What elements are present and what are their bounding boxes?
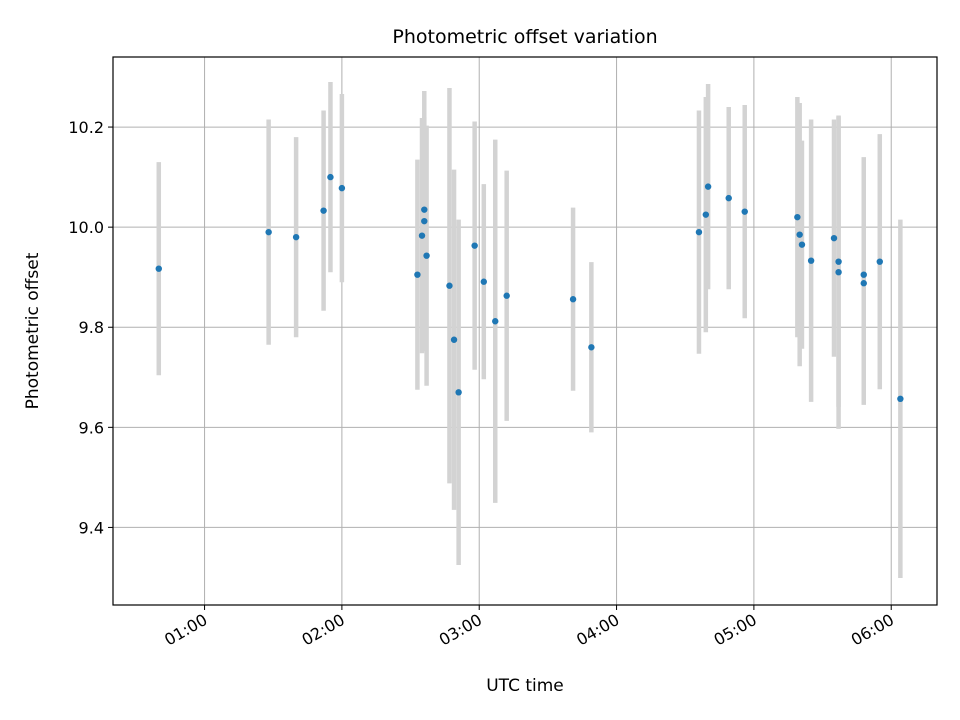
chart-title: Photometric offset variation bbox=[392, 26, 657, 48]
data-point bbox=[807, 257, 815, 264]
data-point bbox=[830, 234, 838, 242]
y-tick-label: 10.2 bbox=[68, 118, 104, 137]
data-point bbox=[503, 292, 510, 299]
data-point bbox=[446, 282, 453, 289]
data-point bbox=[480, 278, 487, 285]
data-point bbox=[835, 258, 842, 265]
data-point bbox=[492, 318, 499, 325]
data-point bbox=[455, 389, 462, 396]
data-point bbox=[421, 206, 428, 213]
data-point bbox=[794, 213, 801, 221]
data-point bbox=[796, 231, 803, 238]
data-point bbox=[320, 207, 327, 214]
data-point bbox=[725, 194, 732, 202]
y-tick-label: 9.8 bbox=[79, 318, 104, 337]
data-point bbox=[265, 228, 272, 236]
data-point bbox=[860, 271, 867, 278]
plot-frame bbox=[112, 56, 938, 606]
y-tick-label: 10.0 bbox=[68, 218, 104, 237]
data-point bbox=[450, 336, 458, 343]
data-point bbox=[741, 208, 748, 215]
data-point bbox=[876, 258, 883, 265]
data-points bbox=[155, 173, 904, 403]
data-point bbox=[702, 211, 710, 218]
data-point bbox=[327, 173, 334, 181]
y-axis-ticks: 9.4 9.6 9.8 10.0 10.2 bbox=[68, 118, 113, 537]
data-point bbox=[897, 395, 904, 403]
x-axis-label: UTC time bbox=[486, 676, 564, 696]
data-point bbox=[338, 184, 346, 192]
data-point bbox=[588, 344, 595, 351]
y-axis-label: Photometric offset bbox=[23, 252, 43, 409]
data-point bbox=[414, 271, 421, 278]
data-point bbox=[704, 183, 712, 190]
data-point bbox=[860, 280, 867, 287]
data-point bbox=[798, 241, 806, 248]
data-point bbox=[569, 296, 577, 303]
data-point bbox=[418, 232, 426, 239]
data-point bbox=[695, 228, 703, 236]
data-point bbox=[835, 268, 842, 276]
y-tick-label: 9.4 bbox=[79, 518, 104, 537]
data-point bbox=[471, 242, 478, 249]
data-point bbox=[423, 252, 430, 259]
data-point bbox=[421, 217, 428, 225]
data-point bbox=[155, 265, 162, 272]
data-point bbox=[292, 233, 300, 241]
y-tick-label: 9.6 bbox=[79, 418, 104, 437]
